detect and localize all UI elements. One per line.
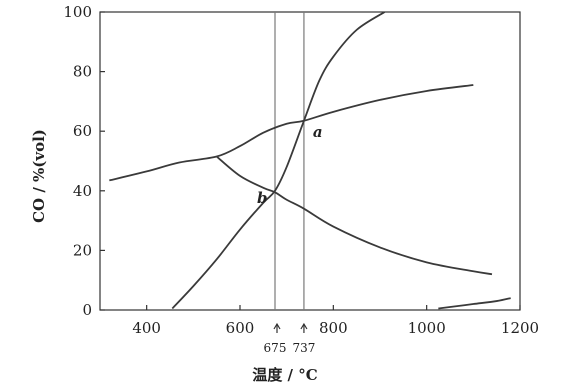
x-tick-labels: 400 600 800 1000 1200 xyxy=(132,319,539,337)
curve-3 xyxy=(171,12,386,310)
y-tick-label: 80 xyxy=(73,63,92,81)
curve-4 xyxy=(438,297,511,310)
y-tick-label: 60 xyxy=(73,122,92,140)
point-label-b: b xyxy=(257,189,268,207)
x-tick-label: 800 xyxy=(319,319,348,337)
y-tick-label: 20 xyxy=(73,241,92,259)
y-tick-label: 100 xyxy=(63,3,92,21)
curves xyxy=(109,12,511,310)
marker-label-737: 737 xyxy=(292,341,315,355)
vertical-guides xyxy=(274,12,305,310)
y-axis-title: CO / %(vol) xyxy=(30,129,48,223)
y-tick-label: 0 xyxy=(82,301,92,319)
temperature-markers: 675 737 xyxy=(264,322,315,355)
curve-2 xyxy=(216,155,493,276)
axis-ticks xyxy=(100,11,521,311)
x-tick-label: 1200 xyxy=(501,319,539,337)
x-tick-label: 1000 xyxy=(408,319,446,337)
marker-label-675: 675 xyxy=(264,341,287,355)
plot-frame xyxy=(99,11,521,311)
point-labels: ab xyxy=(257,123,323,207)
x-tick-label: 600 xyxy=(226,319,255,337)
arrow-head-icon xyxy=(273,322,281,330)
arrow-head-icon xyxy=(300,322,308,330)
x-axis-title: 温度 / °C xyxy=(252,366,317,384)
y-tick-label: 40 xyxy=(73,182,92,200)
y-tick-labels: 0 20 40 60 80 100 xyxy=(63,3,92,319)
x-tick-label: 400 xyxy=(132,319,161,337)
curve-1 xyxy=(109,84,474,182)
point-label-a: a xyxy=(313,123,323,141)
